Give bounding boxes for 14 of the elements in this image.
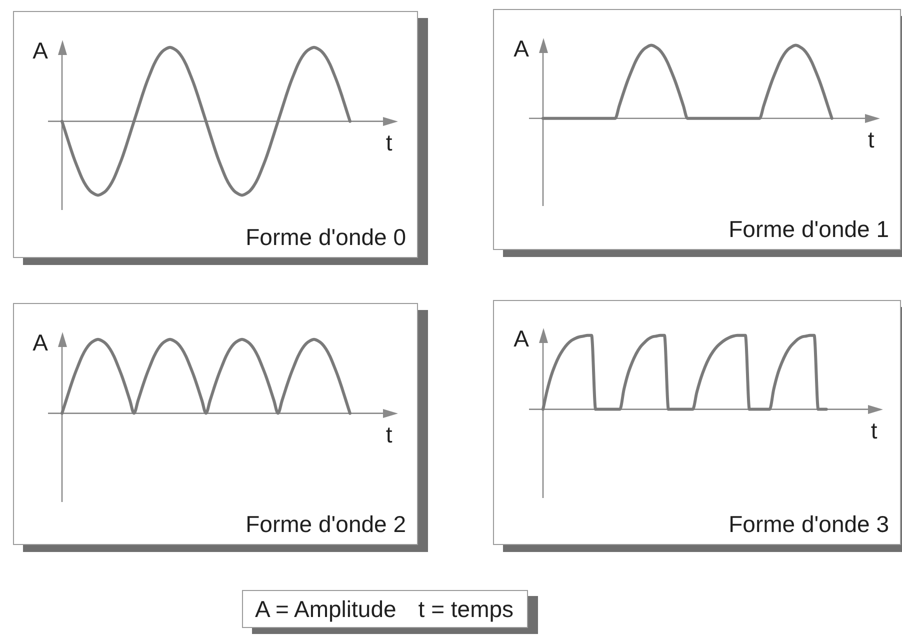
text: t = temps (418, 596, 514, 622)
y-axis-title: A (32, 329, 49, 356)
y-axis-title: A (514, 325, 530, 352)
x-axis-title: t (870, 418, 878, 444)
x-axis-title: t (386, 130, 393, 156)
text: A = Amplitude (255, 596, 396, 622)
text: Forme d'onde 1 (728, 216, 889, 242)
text: Forme d'onde 0 (246, 224, 406, 250)
text: Forme d'onde 2 (246, 511, 406, 537)
x-axis-title: t (386, 422, 393, 448)
x-axis-title: t (868, 126, 875, 153)
text: Forme d'onde 3 (728, 511, 889, 537)
y-axis-title: A (514, 35, 530, 62)
y-axis-title: A (32, 37, 49, 64)
